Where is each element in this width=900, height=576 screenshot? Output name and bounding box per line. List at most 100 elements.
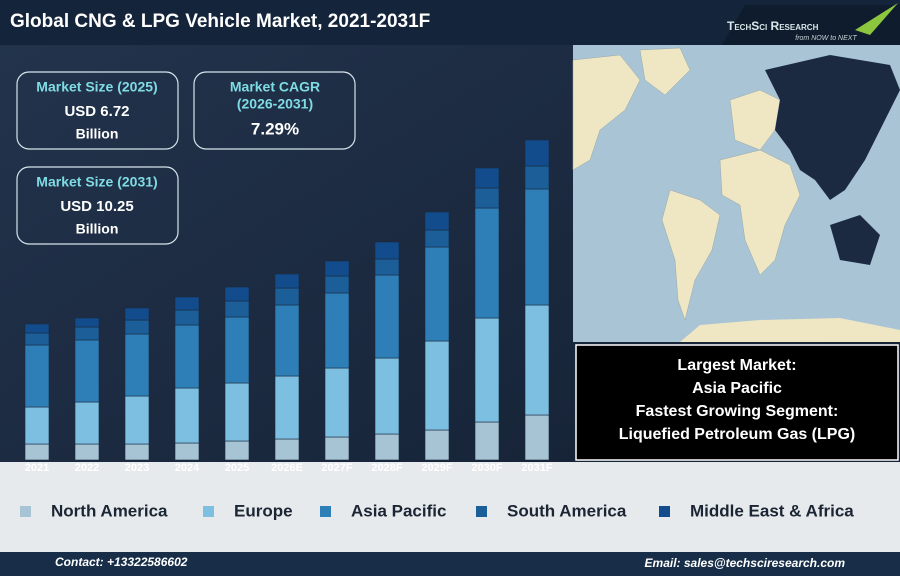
land bbox=[719, 149, 801, 276]
bar-segment bbox=[124, 443, 150, 461]
logo-mark bbox=[855, 3, 898, 35]
bar-segment bbox=[274, 304, 300, 377]
x-tick-label: 2022 bbox=[75, 462, 99, 474]
bar-segment bbox=[424, 229, 450, 248]
highlight-text: Fastest Growing Segment: bbox=[636, 403, 839, 420]
stat-unit: Billion bbox=[76, 221, 119, 237]
stat-label: Market Size (2025) bbox=[36, 79, 157, 95]
highlight-region bbox=[830, 215, 880, 265]
x-tick-label: 2027F bbox=[321, 462, 352, 474]
legend-label: North America bbox=[51, 501, 168, 520]
highlight-box bbox=[575, 344, 899, 461]
logo-tagline: from NOW to NEXT bbox=[795, 35, 857, 42]
bar-segment bbox=[124, 319, 150, 335]
bar-segment bbox=[74, 401, 100, 445]
bar-segment bbox=[474, 317, 500, 423]
bar-segment bbox=[374, 241, 400, 260]
bar-segment bbox=[324, 367, 350, 438]
bar-segment bbox=[24, 332, 50, 346]
x-tick-label: 2021 bbox=[25, 462, 49, 474]
land bbox=[572, 54, 641, 171]
legend-swatch bbox=[476, 506, 487, 517]
legend-label: Europe bbox=[234, 501, 293, 520]
land bbox=[639, 47, 691, 96]
bar-segment bbox=[324, 275, 350, 294]
bar-segment bbox=[274, 287, 300, 306]
stat-value: USD 10.25 bbox=[60, 198, 133, 215]
bar-segment bbox=[324, 436, 350, 461]
land bbox=[680, 318, 900, 342]
bar-segment bbox=[24, 443, 50, 461]
stat-unit: Billion bbox=[76, 126, 119, 142]
highlight-text: Largest Market: bbox=[677, 357, 796, 374]
legend-label: Asia Pacific bbox=[351, 501, 446, 520]
footer-email: Email: sales@techsciresearch.com bbox=[645, 556, 846, 570]
bar-segment bbox=[224, 286, 250, 302]
bar-segment bbox=[474, 207, 500, 319]
bar-segment bbox=[324, 292, 350, 369]
stat-box bbox=[193, 71, 356, 150]
bar-segment bbox=[474, 187, 500, 209]
world-map bbox=[572, 45, 900, 342]
bar-segment bbox=[274, 438, 300, 461]
bar-segment bbox=[124, 333, 150, 397]
x-tick-label: 2026E bbox=[271, 462, 303, 474]
bar-segment bbox=[374, 357, 400, 435]
title: Global CNG & LPG Vehicle Market, 2021-20… bbox=[10, 11, 430, 32]
stat-box bbox=[16, 71, 179, 150]
bar-segment bbox=[174, 296, 200, 311]
land bbox=[661, 189, 721, 321]
footer-contact: Contact: +13322586602 bbox=[55, 555, 188, 569]
bar-segment bbox=[374, 258, 400, 276]
bar-segment bbox=[224, 300, 250, 318]
footer-bar bbox=[0, 552, 900, 576]
bar-segment bbox=[374, 274, 400, 359]
bar-segment bbox=[74, 443, 100, 461]
bar-segment bbox=[174, 387, 200, 444]
bar-segment bbox=[274, 375, 300, 440]
bar-segment bbox=[524, 304, 550, 416]
bar-segment bbox=[474, 167, 500, 189]
bar-segment bbox=[224, 440, 250, 461]
x-tick-label: 2024 bbox=[175, 462, 200, 474]
stat-value: 7.29% bbox=[251, 119, 299, 138]
x-tick-label: 2029F bbox=[421, 462, 452, 474]
bar-segment bbox=[274, 273, 300, 289]
bar-segment bbox=[424, 211, 450, 231]
bar-segment bbox=[474, 421, 500, 461]
legend-swatch bbox=[320, 506, 331, 517]
bar-segment bbox=[374, 433, 400, 461]
x-tick-label: 2023 bbox=[125, 462, 149, 474]
stat-label: Market CAGR bbox=[230, 79, 320, 95]
bar-segment bbox=[174, 309, 200, 326]
highlight-region bbox=[765, 55, 900, 200]
bar-segment bbox=[424, 340, 450, 431]
legend-label: South America bbox=[507, 501, 627, 520]
logo: TechSci Research bbox=[727, 19, 819, 33]
bar-segment bbox=[24, 323, 50, 334]
bar-segment bbox=[174, 324, 200, 389]
bar-segment bbox=[124, 307, 150, 321]
legend-band bbox=[0, 462, 900, 552]
bar-segment bbox=[524, 188, 550, 306]
stat-value: USD 6.72 bbox=[64, 103, 129, 120]
legend-swatch bbox=[203, 506, 214, 517]
stat-label: Market Size (2031) bbox=[36, 174, 157, 190]
bar-segment bbox=[524, 165, 550, 190]
bar-segment bbox=[74, 326, 100, 341]
bar-segment bbox=[524, 139, 550, 167]
bar-segment bbox=[174, 442, 200, 461]
x-tick-label: 2031F bbox=[521, 462, 552, 474]
x-tick-label: 2025 bbox=[225, 462, 249, 474]
legend-label: Middle East & Africa bbox=[690, 501, 854, 520]
logo-bg bbox=[722, 5, 900, 45]
highlight-text: Liquefied Petroleum Gas (LPG) bbox=[619, 426, 855, 443]
bar-segment bbox=[224, 316, 250, 384]
legend-swatch bbox=[659, 506, 670, 517]
bar-segment bbox=[24, 406, 50, 445]
bar-segment bbox=[74, 317, 100, 328]
x-tick-label: 2030F bbox=[471, 462, 502, 474]
bar-segment bbox=[324, 260, 350, 277]
